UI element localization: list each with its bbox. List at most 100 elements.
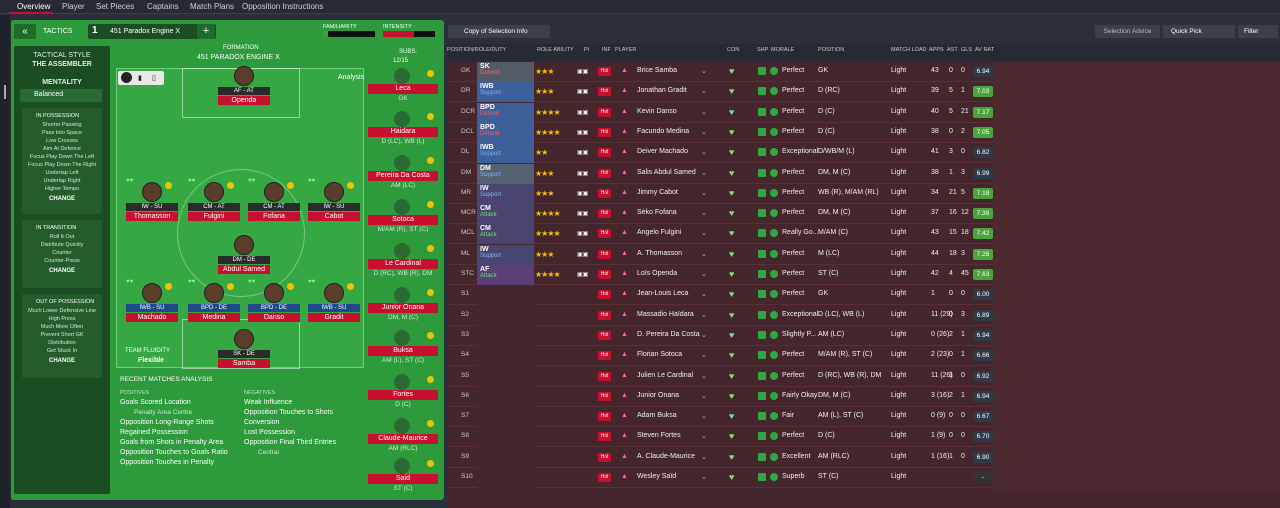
- tab-match-plans[interactable]: Match Plans: [190, 2, 235, 11]
- role-dropdown[interactable]: [477, 447, 534, 468]
- table-row[interactable]: S1 Hol ▲ Jean-Louis Leca ⌄ ♥ Perfect GK …: [447, 285, 993, 306]
- out-of-possession-box[interactable]: OUT OF POSSESSION Much Lower Defensive L…: [22, 294, 102, 378]
- chevron-down-icon[interactable]: ⌄: [701, 331, 707, 339]
- table-row[interactable]: MR IW Support ★★★ ▣▣ Hol ▲ Jimmy Cabot ⌄ …: [447, 183, 993, 204]
- role-dropdown[interactable]: [477, 325, 534, 346]
- player-name[interactable]: Facundo Medina: [637, 127, 690, 135]
- chevron-down-icon[interactable]: ⌄: [701, 311, 707, 319]
- role-dropdown[interactable]: IWB Support: [477, 82, 534, 103]
- player-name[interactable]: D. Pereira Da Costa: [637, 330, 700, 338]
- table-row[interactable]: DM DM Support ★★★ ▣▣ Hol ▲ Salis Abdul Sa…: [447, 163, 993, 184]
- scroll-handle[interactable]: [4, 85, 6, 99]
- player-name[interactable]: Angelo Fulgini: [637, 229, 682, 237]
- chevron-down-icon[interactable]: ⌄: [701, 474, 707, 481]
- change-button[interactable]: CHANGE: [48, 358, 75, 364]
- player-name[interactable]: Jean-Louis Leca: [637, 290, 689, 298]
- tab-set-pieces[interactable]: Set Pieces: [96, 2, 135, 11]
- sub-card[interactable]: Le Cardinal D (RC), WB (R), DM: [368, 243, 438, 281]
- chevron-down-icon[interactable]: ⌄: [701, 250, 707, 258]
- role-dropdown[interactable]: [477, 346, 534, 367]
- player-name[interactable]: Steven Fortes: [637, 432, 681, 440]
- col-position-role-duty[interactable]: POSITION/ROLE/DUTY: [447, 47, 507, 53]
- player-instructions-icon[interactable]: ▣▣: [577, 109, 589, 116]
- chevron-down-icon[interactable]: ⌄: [701, 413, 707, 421]
- col-inf[interactable]: INF: [602, 47, 611, 53]
- sub-card[interactable]: Said ST (C): [368, 458, 438, 496]
- role-dropdown[interactable]: [477, 366, 534, 387]
- selection-advice-button[interactable]: Selection Advice: [1095, 25, 1160, 38]
- col-position[interactable]: POSITION: [818, 47, 845, 53]
- chevron-down-icon[interactable]: ⌄: [701, 372, 707, 380]
- analysis-button[interactable]: Analysis: [338, 74, 365, 81]
- filter-button[interactable]: Filter: [1238, 25, 1278, 38]
- role-dropdown[interactable]: BPD Defend: [477, 122, 534, 143]
- role-dropdown[interactable]: DM Support: [477, 163, 534, 184]
- role-dropdown[interactable]: [477, 407, 534, 428]
- stats-icon[interactable]: ▮: [138, 75, 142, 82]
- col-player[interactable]: PLAYER: [615, 47, 637, 53]
- player-name[interactable]: A. Claude-Maurice: [637, 452, 695, 460]
- col-ast[interactable]: AST: [947, 47, 958, 53]
- pitch-view-icon[interactable]: [121, 72, 132, 83]
- player-name[interactable]: Salis Abdul Samed: [637, 168, 696, 176]
- table-row[interactable]: STC AF Attack ★★★★ ▣▣ Hol ▲ Loïs Openda ⌄…: [447, 265, 993, 285]
- quick-pick-button[interactable]: Quick Pick: [1163, 25, 1235, 38]
- col-role-ability[interactable]: ROLE ABILITY: [537, 47, 574, 53]
- col-match-load[interactable]: MATCH LOAD: [891, 47, 927, 53]
- chevron-down-icon[interactable]: ⌄: [701, 68, 707, 75]
- player-name[interactable]: Adam Buksa: [637, 412, 677, 420]
- chevron-down-icon[interactable]: ⌄: [701, 291, 707, 299]
- table-row[interactable]: S3 Hol ▲ D. Pereira Da Costa ⌄ ♥ Slightl…: [447, 325, 993, 346]
- col-gls[interactable]: GLS: [961, 47, 973, 53]
- sub-card[interactable]: Fortes D (C): [368, 374, 438, 412]
- change-button[interactable]: CHANGE: [48, 196, 75, 202]
- table-row[interactable]: S6 Hol ▲ Junior Onana ⌄ ♥ Fairly Okay DM…: [447, 386, 993, 407]
- chevron-down-icon[interactable]: ⌄: [701, 230, 707, 238]
- role-dropdown[interactable]: BPD Defend: [477, 102, 534, 123]
- player-name[interactable]: Kevin Danso: [637, 107, 677, 115]
- table-row[interactable]: S10 Hol ▲ Wesley Saïd ⌄ ♥ Superb ST (C) …: [447, 468, 993, 488]
- col-apps[interactable]: APPS: [929, 47, 944, 53]
- player-name[interactable]: Deiver Machado: [637, 148, 688, 156]
- player-card-cabot[interactable]: ♥♥ IW - SU Cabot: [308, 178, 360, 226]
- player-name[interactable]: Brice Samba: [637, 67, 678, 74]
- player-name[interactable]: Jimmy Cabot: [637, 188, 678, 196]
- chevron-down-icon[interactable]: ⌄: [701, 108, 707, 116]
- player-name[interactable]: Loïs Openda: [637, 270, 678, 277]
- chevron-down-icon[interactable]: ⌄: [701, 271, 707, 278]
- table-row[interactable]: S5 Hol ▲ Julien Le Cardinal ⌄ ♥ Perfect …: [447, 366, 993, 387]
- player-instructions-icon[interactable]: ▣▣: [577, 150, 589, 157]
- player-instructions-icon[interactable]: ▣▣: [577, 190, 589, 197]
- player-name[interactable]: Florian Sotoca: [637, 351, 683, 359]
- player-name[interactable]: Jonathan Gradit: [637, 87, 687, 95]
- table-row[interactable]: ML IW Support ★★★ ▣▣ Hol ▲ A. Thomasson ⌄…: [447, 244, 993, 265]
- tab-captains[interactable]: Captains: [147, 2, 179, 11]
- role-dropdown[interactable]: IW Support: [477, 244, 534, 265]
- phone-icon[interactable]: ▯: [152, 75, 156, 82]
- chevron-down-icon[interactable]: ⌄: [701, 453, 707, 461]
- player-card-openda[interactable]: AF - AT Openda: [218, 66, 270, 110]
- sub-card[interactable]: Sotoca M/AM (R), ST (C): [368, 199, 438, 237]
- tab-overview[interactable]: Overview: [17, 2, 51, 11]
- col-shp[interactable]: SHP: [757, 47, 769, 53]
- role-dropdown[interactable]: [477, 285, 534, 306]
- table-row[interactable]: DCR BPD Defend ★★★★ ▣▣ Hol ▲ Kevin Danso …: [447, 102, 993, 123]
- player-card-gradit[interactable]: ♥♥ IWB - SU Gradit: [308, 279, 360, 327]
- player-name[interactable]: A. Thomasson: [637, 249, 683, 257]
- chevron-down-icon[interactable]: ⌄: [701, 88, 707, 96]
- mentality-dropdown[interactable]: Balanced: [20, 89, 102, 102]
- player-card-fulgini[interactable]: ♥♥ CM - AT Fulgini: [188, 178, 240, 226]
- player-card-danso[interactable]: ♥♥ BPD - DE Danso: [248, 279, 300, 327]
- table-row[interactable]: S2 Hol ▲ Massadio Haïdara ⌄ ♥ Exceptiona…: [447, 305, 993, 326]
- recent-analysis-title[interactable]: RECENT MATCHES ANALYSIS: [120, 376, 213, 383]
- tab-player[interactable]: Player: [62, 2, 85, 11]
- pitch-view-toggle[interactable]: ▮ ▯: [118, 71, 164, 85]
- player-instructions-icon[interactable]: ▣▣: [577, 89, 589, 96]
- player-card-fofana[interactable]: ♥♥ CM - AT Fofana: [248, 178, 300, 226]
- chevron-down-icon[interactable]: ⌄: [701, 210, 707, 218]
- player-instructions-icon[interactable]: ▣▣: [577, 272, 589, 278]
- role-dropdown[interactable]: [477, 386, 534, 407]
- col-morale[interactable]: MORALE: [771, 47, 795, 53]
- tactical-style-value[interactable]: THE ASSEMBLER: [32, 61, 92, 68]
- chevron-down-icon[interactable]: ⌄: [701, 149, 707, 157]
